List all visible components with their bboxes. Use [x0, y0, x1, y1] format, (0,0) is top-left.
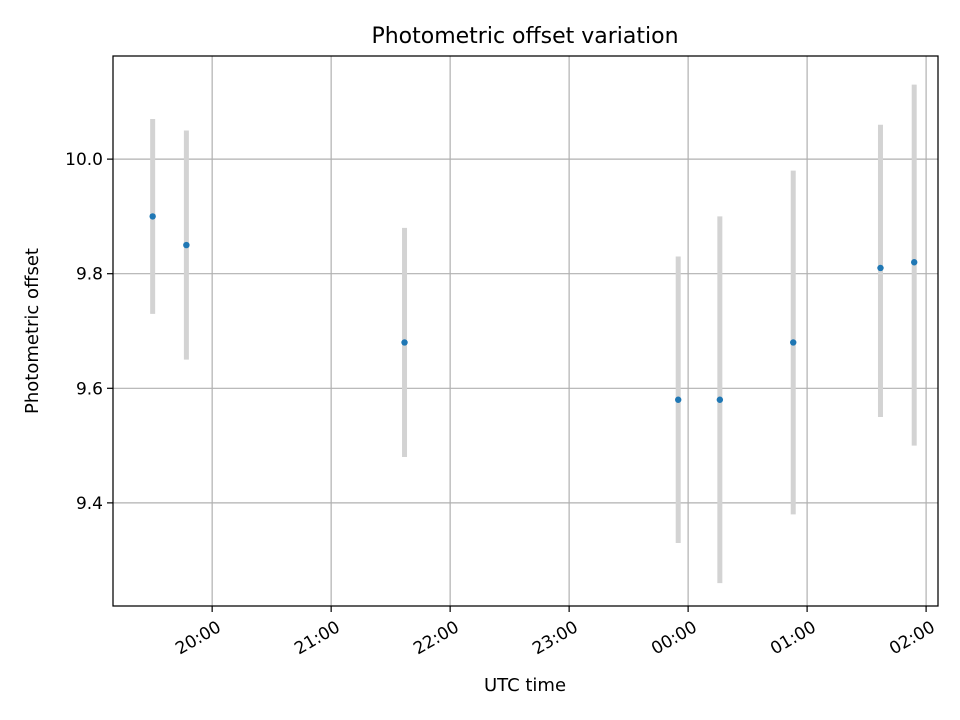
data-point [675, 396, 682, 403]
data-point [149, 213, 156, 220]
data-points [149, 213, 918, 403]
y-tick-label: 9.8 [76, 265, 103, 285]
data-point [790, 339, 797, 346]
data-point [911, 259, 918, 266]
data-point [716, 396, 724, 403]
y-axis-label: Photometric offset [22, 248, 43, 414]
data-point [877, 264, 884, 272]
data-point [401, 339, 408, 346]
plot-frame [112, 55, 939, 607]
y-tick-label: 9.4 [76, 494, 103, 514]
chart-title: Photometric offset variation [371, 24, 678, 49]
y-tick-label: 10.0 [65, 150, 103, 170]
x-axis-label: UTC time [484, 675, 566, 696]
data-point [183, 241, 190, 249]
grid [113, 56, 938, 606]
y-tick-label: 9.6 [76, 379, 103, 399]
y-axis-ticks: 9.4 9.6 9.8 10.0 [65, 150, 113, 514]
